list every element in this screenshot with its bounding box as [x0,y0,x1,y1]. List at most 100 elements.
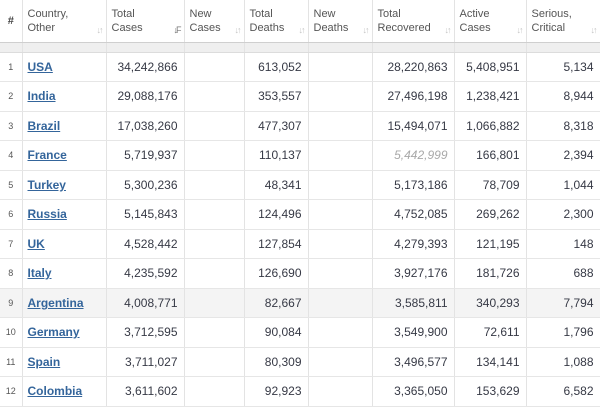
col-header-new-cases-label-1: New [189,7,212,20]
cell-new-deaths [308,229,373,259]
cell-total-recovered: 3,496,577 [372,347,455,377]
cell-active-cases: 5,408,951 [454,52,527,82]
country-link[interactable]: France [27,148,67,163]
cell-new-deaths [308,52,373,82]
country-link[interactable]: Russia [27,207,67,222]
cell-index: 8 [0,258,23,289]
cell-new-cases [184,229,245,259]
cell-serious-critical: 1,044 [526,170,600,200]
cell-total-cases: 4,235,592 [106,258,185,289]
cell-new-cases [184,52,245,82]
cell-country: UK [22,229,107,259]
country-link[interactable]: Argentina [27,295,84,310]
country-link[interactable]: Colombia [27,384,83,399]
cell-country: Colombia [22,376,107,407]
col-header-country[interactable]: Country, Other ↓↑ [22,0,107,43]
col-header-total-cases-label-1: Total [111,7,135,20]
cell-active-cases: 72,611 [454,317,527,348]
country-link[interactable]: Turkey [27,177,66,192]
sort-icon[interactable]: ↓↑ [444,25,452,35]
col-header-active-cases[interactable]: Active Cases ↓↑ [454,0,527,43]
country-link[interactable]: USA [27,59,53,74]
cell-country: Russia [22,199,107,230]
col-header-total-recovered-label-1: Total [377,7,401,20]
col-header-new-deaths[interactable]: New Deaths ↓↑ [308,0,373,43]
cell-total-recovered: 5,442,999 [372,140,455,171]
sort-icon[interactable]: ↓↑ [234,25,242,35]
cell-index: 2 [0,81,23,112]
cell-new-cases [184,317,245,348]
cell-serious-critical: 2,394 [526,140,600,171]
col-header-new-cases-label-2: Cases [189,21,221,34]
cell-index: 5 [0,170,23,200]
sort-icon[interactable]: ↓↑ [96,25,104,35]
cell-new-cases [184,258,245,289]
table-row: 7 UK 4,528,442 127,854 4,279,393 121,195 148 [0,229,600,259]
col-header-total-deaths[interactable]: Total Deaths ↓↑ [244,0,309,43]
country-link[interactable]: India [27,89,56,104]
sort-icon[interactable]: ↓↑ [590,25,598,35]
col-header-total-cases-label-2: Cases [111,21,143,34]
cell-serious-critical: 148 [526,229,600,259]
cell-total-recovered: 4,279,393 [372,229,455,259]
table-row: 2 India 29,088,176 353,557 27,496,198 1,238,4… [0,81,600,112]
col-header-serious-critical[interactable]: Serious, Critical ↓↑ [526,0,600,43]
sort-icon[interactable]: ↓↑ [298,25,306,35]
cell-active-cases: 269,262 [454,199,527,230]
col-header-country-label-1: Country, [27,7,69,20]
cell-total-cases: 5,145,843 [106,199,185,230]
cell-new-deaths [308,288,373,318]
cell-active-cases: 166,801 [454,140,527,171]
col-header-total-recovered[interactable]: Total Recovered ↓↑ [372,0,455,43]
table-row: 9 Argentina 4,008,771 82,667 3,585,811 340,29… [0,288,600,318]
country-link[interactable]: Germany [27,325,80,340]
cell-country: Turkey [22,170,107,200]
cell-active-cases: 78,709 [454,170,527,200]
table-row: 10 Germany 3,712,595 90,084 3,549,900 72,611 1… [0,317,600,348]
cell-new-deaths [308,199,373,230]
cell-serious-critical: 2,300 [526,199,600,230]
cell-total-cases: 3,711,027 [106,347,185,377]
sort-icon[interactable]: ↓↑ [516,25,524,35]
col-header-total-cases[interactable]: Total Cases ↓F [106,0,185,43]
table-row: 4 France 5,719,937 110,137 5,442,999 166,801 2… [0,140,600,171]
country-link[interactable]: Spain [27,354,61,369]
cell-new-cases [184,347,245,377]
table-row: 11 Spain 3,711,027 80,309 3,496,577 134,141 1,… [0,347,600,377]
country-link[interactable]: Italy [27,266,52,281]
col-header-new-cases[interactable]: New Cases ↓↑ [184,0,245,43]
col-header-total-deaths-label-2: Deaths [249,21,285,34]
cell-new-cases [184,199,245,230]
cell-total-deaths: 90,084 [244,317,309,348]
col-header-active-cases-label-2: Cases [459,21,491,34]
cell-country: Argentina [22,288,107,318]
country-link[interactable]: Brazil [27,118,61,133]
cell-country: Germany [22,317,107,348]
cell-new-deaths [308,258,373,289]
table-row: 12 Colombia 3,611,602 92,923 3,365,050 153,62… [0,376,600,407]
table-row: 1 USA 34,242,866 613,052 28,220,863 5,408,951… [0,52,600,82]
cell-total-cases: 3,712,595 [106,317,185,348]
cell-total-recovered: 27,496,198 [372,81,455,112]
cell-new-deaths [308,111,373,141]
cell-serious-critical: 6,582 [526,376,600,407]
cell-serious-critical: 688 [526,258,600,289]
sort-icon[interactable]: ↓↑ [362,25,370,35]
col-header-total-recovered-label-2: Recovered [377,21,431,34]
cell-new-deaths [308,317,373,348]
cell-index: 1 [0,52,23,82]
country-link[interactable]: UK [27,236,45,251]
col-header-serious-label-2: Critical [531,21,566,34]
cell-active-cases: 1,238,421 [454,81,527,112]
cell-index: 11 [0,347,23,377]
cell-total-recovered: 4,752,085 [372,199,455,230]
sort-active-icon[interactable]: ↓F [173,25,182,35]
cell-new-cases [184,111,245,141]
cell-country: Spain [22,347,107,377]
cell-serious-critical: 8,944 [526,81,600,112]
cell-serious-critical: 1,796 [526,317,600,348]
cell-total-deaths: 613,052 [244,52,309,82]
cell-total-deaths: 48,341 [244,170,309,200]
col-header-country-label-2: Other [27,21,56,34]
cell-total-recovered: 5,173,186 [372,170,455,200]
